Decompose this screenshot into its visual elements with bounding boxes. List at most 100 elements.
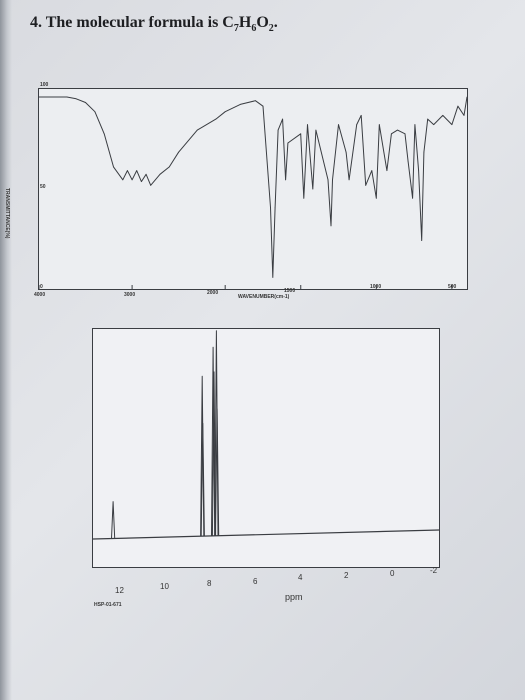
ir-data-point xyxy=(330,225,332,227)
ir-data-point xyxy=(356,124,358,125)
question-text: The molecular formula is C xyxy=(45,14,234,31)
ir-data-point xyxy=(274,207,276,208)
ir-data-point xyxy=(103,133,105,135)
ir-data-point xyxy=(421,240,423,241)
nmr-x-tick-2: 2 xyxy=(344,571,349,580)
nmr-peak xyxy=(215,408,220,536)
ir-data-point xyxy=(239,103,241,105)
ir-data-point xyxy=(407,161,409,162)
ir-data-point xyxy=(451,124,453,125)
nmr-x-tick-10: 10 xyxy=(160,582,169,591)
ir-data-point xyxy=(282,118,284,120)
ir-data-point xyxy=(300,133,302,135)
ir-data-point xyxy=(85,102,86,103)
ir-data-point xyxy=(315,129,317,131)
ir-data-point xyxy=(375,197,377,199)
ir-data-point xyxy=(122,179,124,181)
ir-x-tick-3000: 3000 xyxy=(124,292,136,298)
ir-trace xyxy=(39,96,468,278)
ir-data-point xyxy=(262,105,264,107)
ir-data-point xyxy=(327,179,329,181)
ir-x-tick-1500: 1500 xyxy=(284,288,296,294)
ir-data-point xyxy=(66,96,68,98)
ir-data-point xyxy=(365,184,367,186)
nmr-peak xyxy=(211,346,216,536)
ir-data-point xyxy=(345,151,347,153)
ir-data-point xyxy=(270,207,271,208)
ir-y-tick-50: 50 xyxy=(40,184,46,190)
formula-h: H xyxy=(238,14,252,31)
nmr-x-axis-label: ppm xyxy=(285,592,303,602)
ir-data-point xyxy=(418,170,420,171)
ir-data-point xyxy=(360,115,362,116)
ir-data-point xyxy=(457,105,459,107)
ir-data-point xyxy=(348,179,350,181)
ir-data-point xyxy=(332,179,333,181)
nmr-peak xyxy=(200,422,205,537)
nmr-x-tick-12: 12 xyxy=(115,586,124,595)
nmr-spectrum-plot xyxy=(92,330,440,540)
ir-data-point xyxy=(466,96,468,98)
ir-data-point xyxy=(423,151,425,153)
ir-data-point xyxy=(168,166,170,168)
ir-x-tick-500: 500 xyxy=(448,284,457,290)
ir-data-point xyxy=(433,124,435,125)
page-shadow xyxy=(0,0,12,700)
nmr-x-tick-minus-2: -2 xyxy=(430,566,438,575)
ir-x-axis-label: WAVENUMBER(cm-1) xyxy=(238,294,290,300)
nmr-baseline xyxy=(92,529,440,540)
ir-x-tick-2000: 2000 xyxy=(207,290,219,296)
ir-data-point xyxy=(307,124,308,125)
nmr-spectrum-frame xyxy=(92,328,440,568)
ir-data-point xyxy=(140,181,142,183)
formula-period: . xyxy=(273,14,278,31)
nmr-x-tick-8: 8 xyxy=(207,579,212,588)
ir-data-point xyxy=(127,170,128,171)
ir-data-point xyxy=(150,184,152,186)
ir-data-point xyxy=(38,96,40,98)
ir-data-point xyxy=(196,129,198,131)
ir-data-point xyxy=(94,111,96,113)
question-number: 4. xyxy=(30,14,42,31)
ir-data-point xyxy=(272,276,274,278)
ir-data-point xyxy=(285,179,287,181)
formula-o-count: 2 xyxy=(268,23,274,35)
ir-data-point xyxy=(303,197,305,199)
nmr-spectrum-code: HSP-01-671 xyxy=(94,602,122,608)
ir-data-point xyxy=(427,118,429,120)
ir-y-tick-100: 100 xyxy=(40,82,49,88)
ir-data-point xyxy=(397,129,398,131)
ir-data-point xyxy=(371,170,373,171)
ir-data-point xyxy=(442,115,444,116)
formula-o: O xyxy=(256,14,269,31)
ir-y-tick-0: 0 xyxy=(40,284,43,290)
ir-data-point xyxy=(131,179,133,181)
ir-data-point xyxy=(391,133,392,135)
ir-data-point xyxy=(215,118,217,120)
nmr-x-tick-4: 4 xyxy=(298,573,303,582)
ir-data-point xyxy=(412,197,413,199)
nmr-x-tick-6: 6 xyxy=(253,577,258,586)
ir-data-point xyxy=(404,133,406,135)
ir-data-point xyxy=(287,142,289,144)
ir-data-point xyxy=(463,115,465,116)
ir-spectrum-frame xyxy=(38,88,468,290)
ir-spectrum-plot xyxy=(38,96,468,289)
ir-x-tick-4000: 4000 xyxy=(34,292,46,298)
ir-data-point xyxy=(75,98,77,100)
ir-data-point xyxy=(113,166,114,168)
ir-data-point xyxy=(159,173,161,175)
ir-data-point xyxy=(178,151,180,153)
ir-x-tick-1000: 1000 xyxy=(370,284,382,290)
ir-data-point xyxy=(338,124,339,125)
formula-c-count: 7 xyxy=(233,23,239,35)
ir-data-point xyxy=(255,100,256,102)
ir-data-point xyxy=(136,170,138,171)
ir-data-point xyxy=(378,124,380,125)
ir-data-point xyxy=(224,111,226,113)
ir-y-axis-label: TRANSMITTANCE(%) xyxy=(4,188,10,239)
nmr-peak xyxy=(111,501,116,539)
nmr-x-tick-0: 0 xyxy=(390,569,395,578)
ir-data-point xyxy=(312,188,314,190)
formula-h-count: 6 xyxy=(251,23,257,35)
